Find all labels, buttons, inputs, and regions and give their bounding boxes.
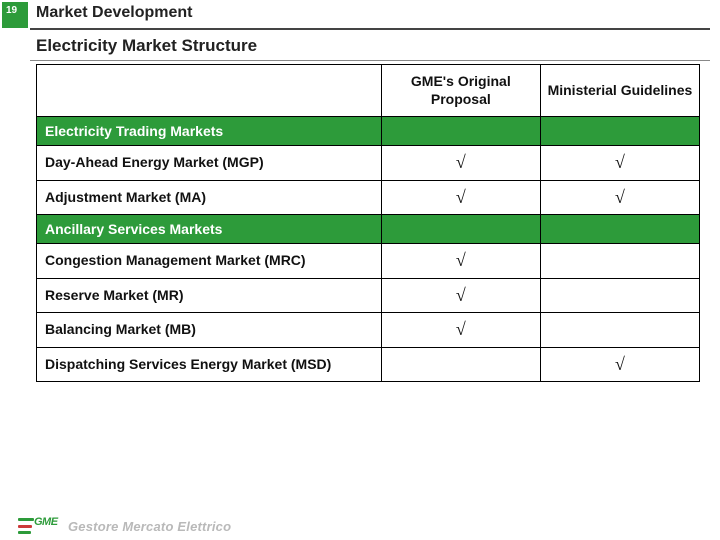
table-row-label: Adjustment Market (MA) [37, 180, 382, 215]
table-row-label: Reserve Market (MR) [37, 278, 382, 313]
table-section-blank [381, 117, 540, 146]
table-cell-ministerial: √ [540, 347, 699, 382]
market-structure-table: GME's Original Proposal Ministerial Guid… [36, 64, 700, 382]
table-cell-ministerial [540, 244, 699, 279]
table-cell-gme: √ [381, 244, 540, 279]
table-header-gme: GME's Original Proposal [381, 65, 540, 117]
table-cell-ministerial: √ [540, 180, 699, 215]
page-number: 19 [6, 5, 17, 16]
section-title: Market Development [36, 4, 193, 22]
table-row-label: Congestion Management Market (MRC) [37, 244, 382, 279]
divider-sub [30, 60, 710, 61]
table-cell-gme: √ [381, 278, 540, 313]
footer-company: Gestore Mercato Elettrico [68, 519, 231, 534]
table-cell-gme: √ [381, 180, 540, 215]
table-cell-ministerial: √ [540, 146, 699, 181]
footer: GME Gestore Mercato Elettrico [18, 516, 231, 536]
table-row-label: Balancing Market (MB) [37, 313, 382, 348]
table-section-label: Ancillary Services Markets [37, 215, 382, 244]
table-header-blank [37, 65, 382, 117]
gme-logo-icon: GME [18, 516, 62, 536]
table-row-label: Dispatching Services Energy Market (MSD) [37, 347, 382, 382]
table-section-blank [381, 215, 540, 244]
logo-text: GME [34, 516, 58, 528]
table-cell-ministerial [540, 278, 699, 313]
table-header-ministerial: Ministerial Guidelines [540, 65, 699, 117]
table-section-label: Electricity Trading Markets [37, 117, 382, 146]
table-cell-gme [381, 347, 540, 382]
table-cell-ministerial [540, 313, 699, 348]
table-cell-gme: √ [381, 313, 540, 348]
table-section-blank [540, 215, 699, 244]
table-cell-gme: √ [381, 146, 540, 181]
table-section-blank [540, 117, 699, 146]
subtitle: Electricity Market Structure [36, 36, 257, 56]
page-number-badge: 19 [2, 2, 28, 28]
divider-top [30, 28, 710, 30]
table-row-label: Day-Ahead Energy Market (MGP) [37, 146, 382, 181]
